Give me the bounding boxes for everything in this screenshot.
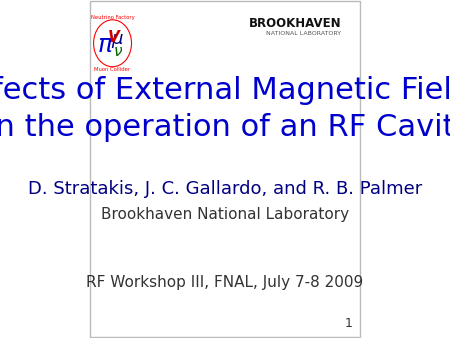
- Text: $\pi$: $\pi$: [97, 33, 114, 57]
- Text: D. Stratakis, J. C. Gallardo, and R. B. Palmer: D. Stratakis, J. C. Gallardo, and R. B. …: [28, 180, 422, 198]
- Text: $\nu$: $\nu$: [113, 44, 124, 59]
- FancyBboxPatch shape: [90, 1, 360, 337]
- Text: 1: 1: [345, 317, 352, 330]
- Text: RF Workshop III, FNAL, July 7-8 2009: RF Workshop III, FNAL, July 7-8 2009: [86, 275, 364, 290]
- Text: Effects of External Magnetic Fields
on the operation of an RF Cavity: Effects of External Magnetic Fields on t…: [0, 76, 450, 142]
- Text: V: V: [108, 30, 120, 45]
- Circle shape: [95, 22, 130, 65]
- Text: Neutrino Factory: Neutrino Factory: [90, 15, 135, 20]
- Text: Muon Collider: Muon Collider: [94, 67, 130, 72]
- Text: $\mu$: $\mu$: [111, 32, 124, 50]
- Text: NATIONAL LABORATORY: NATIONAL LABORATORY: [266, 31, 342, 36]
- Text: Brookhaven National Laboratory: Brookhaven National Laboratory: [101, 207, 349, 222]
- Text: BROOKHAVEN: BROOKHAVEN: [249, 17, 342, 30]
